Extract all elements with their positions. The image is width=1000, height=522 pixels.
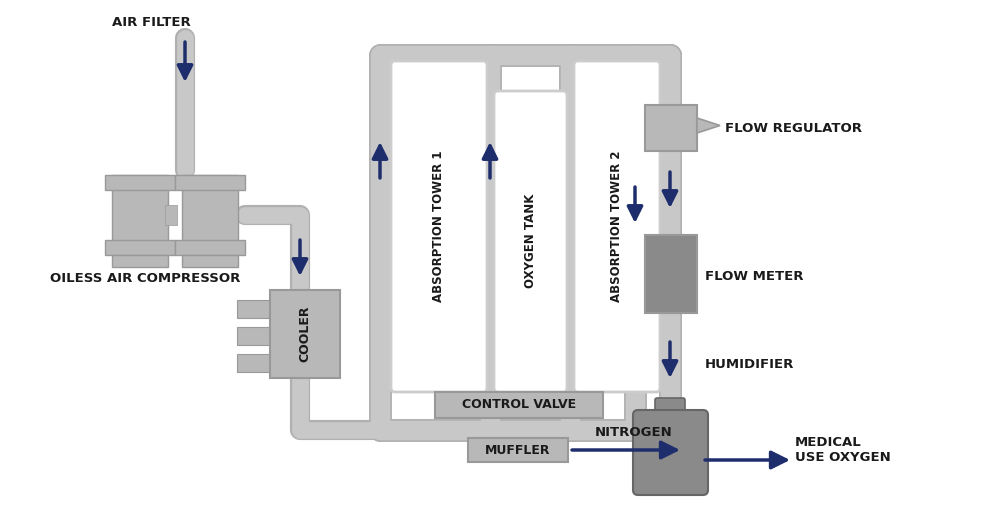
FancyBboxPatch shape <box>633 410 708 495</box>
Text: FLOW METER: FLOW METER <box>705 269 804 282</box>
FancyBboxPatch shape <box>182 255 238 267</box>
FancyBboxPatch shape <box>494 91 567 392</box>
FancyBboxPatch shape <box>655 398 685 420</box>
Text: OXYGEN TANK: OXYGEN TANK <box>524 194 536 288</box>
FancyBboxPatch shape <box>182 175 238 255</box>
FancyBboxPatch shape <box>270 290 340 378</box>
FancyBboxPatch shape <box>105 175 175 190</box>
FancyBboxPatch shape <box>165 205 177 225</box>
Text: ABSORPTION TOWER 2: ABSORPTION TOWER 2 <box>610 150 624 302</box>
FancyBboxPatch shape <box>574 61 660 392</box>
Text: CONTROL VALVE: CONTROL VALVE <box>462 398 576 411</box>
Text: MUFFLER: MUFFLER <box>485 444 551 457</box>
Text: OILESS AIR COMPRESSOR: OILESS AIR COMPRESSOR <box>50 271 240 284</box>
FancyBboxPatch shape <box>645 235 697 313</box>
FancyBboxPatch shape <box>175 175 245 190</box>
FancyBboxPatch shape <box>105 240 175 255</box>
Text: AIR FILTER: AIR FILTER <box>112 16 191 29</box>
FancyBboxPatch shape <box>237 354 270 372</box>
Text: ABSORPTION TOWER 1: ABSORPTION TOWER 1 <box>432 150 446 302</box>
Text: MEDICAL
USE OXYGEN: MEDICAL USE OXYGEN <box>795 436 891 464</box>
Polygon shape <box>697 118 720 133</box>
FancyBboxPatch shape <box>237 300 270 318</box>
Text: NITROGEN: NITROGEN <box>595 425 673 438</box>
FancyBboxPatch shape <box>112 255 168 267</box>
Text: HUMIDIFIER: HUMIDIFIER <box>705 359 794 372</box>
FancyBboxPatch shape <box>175 240 245 255</box>
FancyBboxPatch shape <box>468 438 568 462</box>
FancyBboxPatch shape <box>112 175 168 255</box>
Text: COOLER: COOLER <box>298 306 312 362</box>
FancyBboxPatch shape <box>391 61 487 392</box>
FancyBboxPatch shape <box>435 392 603 418</box>
FancyBboxPatch shape <box>237 327 270 345</box>
Text: FLOW REGULATOR: FLOW REGULATOR <box>725 122 862 135</box>
FancyBboxPatch shape <box>645 105 697 151</box>
